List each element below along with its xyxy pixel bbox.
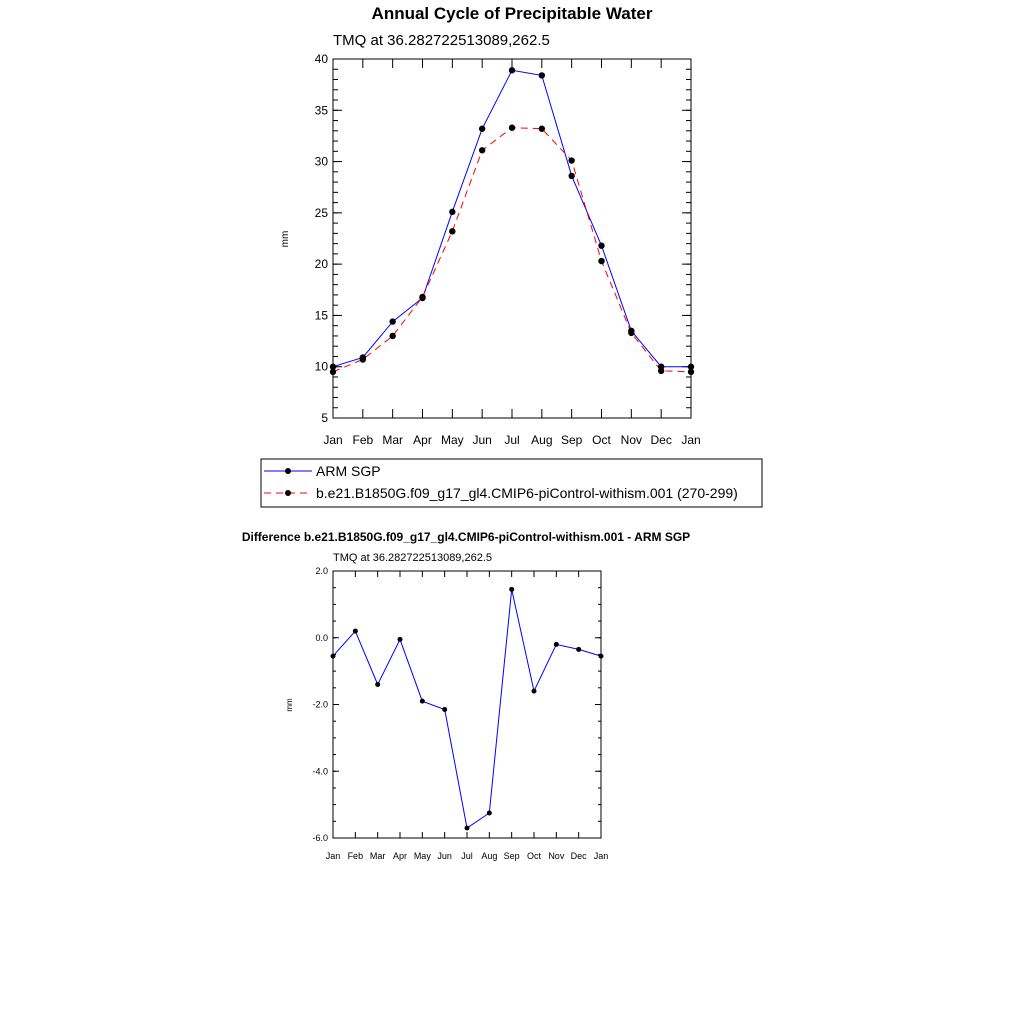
main-xtick-label: Jun — [472, 433, 491, 447]
difference-xtick-label: Jun — [437, 851, 452, 861]
main-xtick-label: Apr — [413, 433, 432, 447]
main-chart-plot — [329, 67, 695, 376]
main-series-1-point — [359, 356, 367, 363]
main-series-1-point — [419, 293, 426, 301]
difference-series-line-0 — [332, 589, 602, 829]
difference-y-axis-label: mm — [285, 698, 294, 712]
main-series-1-point — [508, 124, 516, 131]
difference-xtick-label: Nov — [548, 851, 565, 861]
main-series-1-point — [598, 257, 605, 265]
main-chart-axes: 5 10 15 20 25 30 35 40 Jan Feb Mar Apr May Jun Jul Aug S… — [315, 52, 701, 447]
difference-xtick-label: Aug — [481, 851, 497, 861]
difference-series-0-point — [553, 641, 559, 647]
legend-marker-arm — [285, 468, 291, 474]
difference-xtick-label: Jan — [594, 851, 609, 861]
main-series-1-point — [449, 228, 456, 235]
main-title: Annual Cycle of Precipitable Water — [372, 4, 653, 23]
difference-series-0-point — [531, 688, 537, 694]
difference-ytick-label: 2.0 — [315, 566, 328, 576]
difference-series-0-point — [442, 707, 448, 713]
main-y-axis-label: mm — [280, 231, 291, 248]
legend-marker-model — [285, 490, 291, 496]
difference-chart-axes: -6.0 -4.0 -2.0 0.0 2.0 Jan Feb Mar Apr May Jun Jul A… — [312, 566, 608, 861]
main-series-0-point — [538, 72, 546, 79]
main-legend: ARM SGP b.e21.B1850G.f09_g17_gl4.CMIP6-p… — [260, 458, 763, 508]
difference-ytick-label: 0.0 — [315, 633, 328, 643]
main-series-0-point — [449, 208, 456, 216]
main-series-0-point — [687, 363, 695, 370]
main-series-1-point — [389, 332, 396, 340]
main-series-1-point — [478, 147, 486, 154]
main-ytick-label: 25 — [315, 206, 329, 220]
main-series-0-point — [598, 242, 605, 249]
difference-xtick-label: Jul — [461, 851, 473, 861]
legend-label-model: b.e21.B1850G.f09_g17_gl4.CMIP6-piControl… — [316, 485, 738, 501]
main-xtick-label: Sep — [561, 433, 583, 447]
difference-ytick-label: -4.0 — [312, 766, 328, 776]
main-ytick-label: 30 — [315, 155, 329, 169]
main-ytick-label: 5 — [321, 411, 328, 425]
legend-box — [260, 458, 763, 508]
main-series-0-point — [329, 363, 337, 370]
difference-series-0-point — [464, 825, 470, 831]
main-series-0-point — [478, 125, 486, 132]
difference-series-0-point — [598, 653, 604, 659]
difference-ytick-label: -2.0 — [312, 700, 328, 710]
main-ytick-label: 20 — [315, 257, 329, 271]
difference-series-0-point — [509, 586, 515, 592]
difference-xtick-label: Jan — [326, 851, 341, 861]
difference-xtick-label: May — [414, 851, 432, 861]
difference-xtick-label: Feb — [348, 851, 364, 861]
difference-subtitle: TMQ at 36.282722513089,262.5 — [333, 552, 492, 564]
difference-xtick-label: Oct — [527, 851, 542, 861]
difference-xtick-label: Mar — [370, 851, 386, 861]
main-xtick-label: Jul — [504, 433, 519, 447]
difference-xtick-label: Dec — [571, 851, 588, 861]
main-series-1-point — [538, 125, 546, 132]
main-ytick-label: 35 — [315, 103, 329, 117]
main-series-1-point — [329, 368, 337, 376]
main-xtick-label: Oct — [592, 433, 611, 447]
difference-series-0-point — [375, 681, 381, 687]
main-series-0-point — [508, 67, 516, 74]
difference-series-0-point — [419, 698, 425, 704]
main-ytick-label: 15 — [315, 308, 329, 322]
main-series-1-point — [568, 157, 575, 164]
difference-chart-plot — [330, 586, 604, 831]
main-xtick-label: Jan — [681, 433, 700, 447]
main-series-line-1 — [332, 127, 692, 373]
main-subtitle: TMQ at 36.282722513089,262.5 — [333, 32, 550, 49]
main-frame — [332, 58, 692, 419]
main-series-1-point — [628, 329, 635, 337]
difference-ytick-label: -6.0 — [312, 833, 328, 843]
difference-frame — [332, 570, 602, 839]
main-series-0-point — [568, 172, 575, 180]
difference-series-0-point — [352, 628, 358, 634]
difference-xtick-label: Sep — [504, 851, 520, 861]
difference-title: Difference b.e21.B1850G.f09_g17_gl4.CMIP… — [242, 530, 690, 544]
main-series-0-point — [389, 318, 396, 325]
main-xtick-label: Mar — [382, 433, 403, 447]
difference-series-0-point — [486, 810, 492, 816]
main-ytick-label: 40 — [315, 52, 329, 66]
main-xtick-label: Nov — [621, 433, 642, 447]
main-xtick-label: Feb — [352, 433, 373, 447]
main-ytick-label: 10 — [315, 360, 329, 374]
main-xtick-label: Dec — [650, 433, 671, 447]
main-xtick-label: Aug — [531, 433, 552, 447]
legend-label-arm: ARM SGP — [316, 463, 381, 479]
main-series-1-point — [657, 367, 665, 375]
main-xtick-label: May — [441, 433, 464, 447]
difference-series-0-point — [330, 653, 336, 659]
difference-series-0-point — [576, 646, 582, 652]
main-xtick-label: Jan — [323, 433, 342, 447]
difference-series-0-point — [397, 636, 403, 642]
main-series-1-point — [687, 368, 695, 376]
main-series-line-0 — [332, 69, 691, 368]
difference-xtick-label: Apr — [393, 851, 407, 861]
